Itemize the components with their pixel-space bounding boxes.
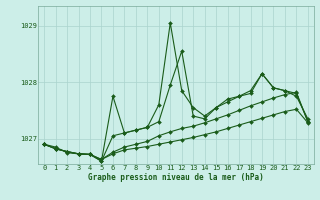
X-axis label: Graphe pression niveau de la mer (hPa): Graphe pression niveau de la mer (hPa) xyxy=(88,173,264,182)
